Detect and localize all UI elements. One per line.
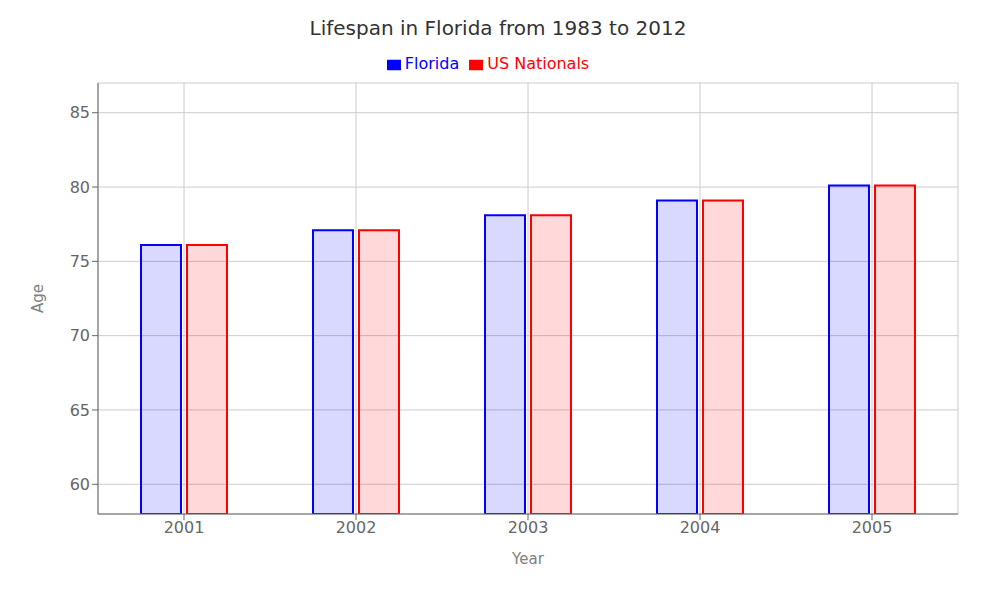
svg-text:2003: 2003 (508, 518, 549, 537)
svg-text:2001: 2001 (164, 518, 205, 537)
svg-text:70: 70 (70, 326, 90, 345)
svg-text:60: 60 (70, 475, 90, 494)
svg-text:75: 75 (70, 252, 90, 271)
html-text:Lifespan in Florida from 1983: Lifespan in Florida from 1983 to 2012 (309, 16, 687, 40)
svg-text:65: 65 (70, 401, 90, 420)
svg-text:2002: 2002 (336, 518, 377, 537)
svg-text:2005: 2005 (852, 518, 893, 537)
svg-text:Year: Year (511, 550, 545, 568)
html-text:Florida: Florida (404, 54, 460, 73)
svg-text:80: 80 (70, 178, 90, 197)
svg-text:85: 85 (70, 103, 90, 122)
svg-text:Age: Age (29, 284, 47, 313)
svg-text:2004: 2004 (680, 518, 721, 537)
html-text:US Nationals: US Nationals (487, 54, 590, 73)
